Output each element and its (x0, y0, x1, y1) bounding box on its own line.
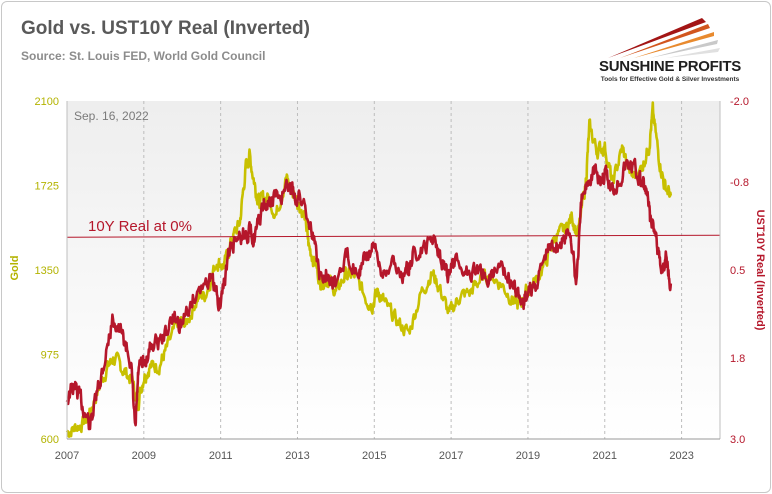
x-tick-label: 2021 (593, 450, 617, 462)
x-tick-label: 2019 (516, 450, 540, 462)
zero-real-annotation: 10Y Real at 0% (88, 218, 192, 235)
x-tick-label: 2017 (439, 450, 463, 462)
x-tick-label: 2011 (209, 450, 233, 462)
sunrise-rays-icon (608, 18, 720, 58)
axis-layer: 2007 2009 2011 2013 2015 2017 2019 2021 2023 600 9… (35, 96, 749, 462)
logo-tagline: Tools for Effective Gold & Silver Invest… (600, 76, 740, 83)
logo-name: SUNSHINE PROFITS (599, 58, 741, 75)
x-tick-label: 2009 (132, 450, 156, 462)
date-label: Sep. 16, 2022 (74, 109, 149, 123)
series-layer (65, 101, 673, 438)
right-tick-label: 1.8 (730, 353, 745, 365)
left-tick-label: 2100 (35, 96, 59, 108)
x-tick-label: 2007 (55, 450, 79, 462)
series-real-yield-line (65, 157, 673, 431)
reference-layer (66, 234, 721, 238)
zero-real-line (66, 234, 721, 238)
left-tick-label: 1350 (35, 265, 59, 277)
left-axis-label: Gold (9, 255, 21, 280)
left-tick-label: 600 (41, 434, 59, 446)
right-tick-label: -0.8 (730, 177, 749, 189)
right-axis-label: UST10Y Real (Inverted) (754, 210, 766, 331)
x-tick-label: 2015 (362, 450, 386, 462)
sunshine-profits-logo: SUNSHINE PROFITS Tools for Effective Gol… (590, 14, 750, 94)
right-tick-label: 3.0 (730, 434, 745, 446)
chart-source: Source: St. Louis FED, World Gold Counci… (21, 49, 266, 63)
left-tick-label: 975 (41, 350, 59, 362)
plot-area (67, 101, 720, 439)
right-tick-label: 0.5 (730, 265, 745, 277)
x-tick-label: 2023 (669, 450, 693, 462)
x-tick-label: 2013 (285, 450, 309, 462)
left-tick-label: 1725 (35, 181, 59, 193)
chart-title: Gold vs. UST10Y Real (Inverted) (21, 18, 310, 39)
right-tick-label: -2.0 (730, 96, 749, 108)
